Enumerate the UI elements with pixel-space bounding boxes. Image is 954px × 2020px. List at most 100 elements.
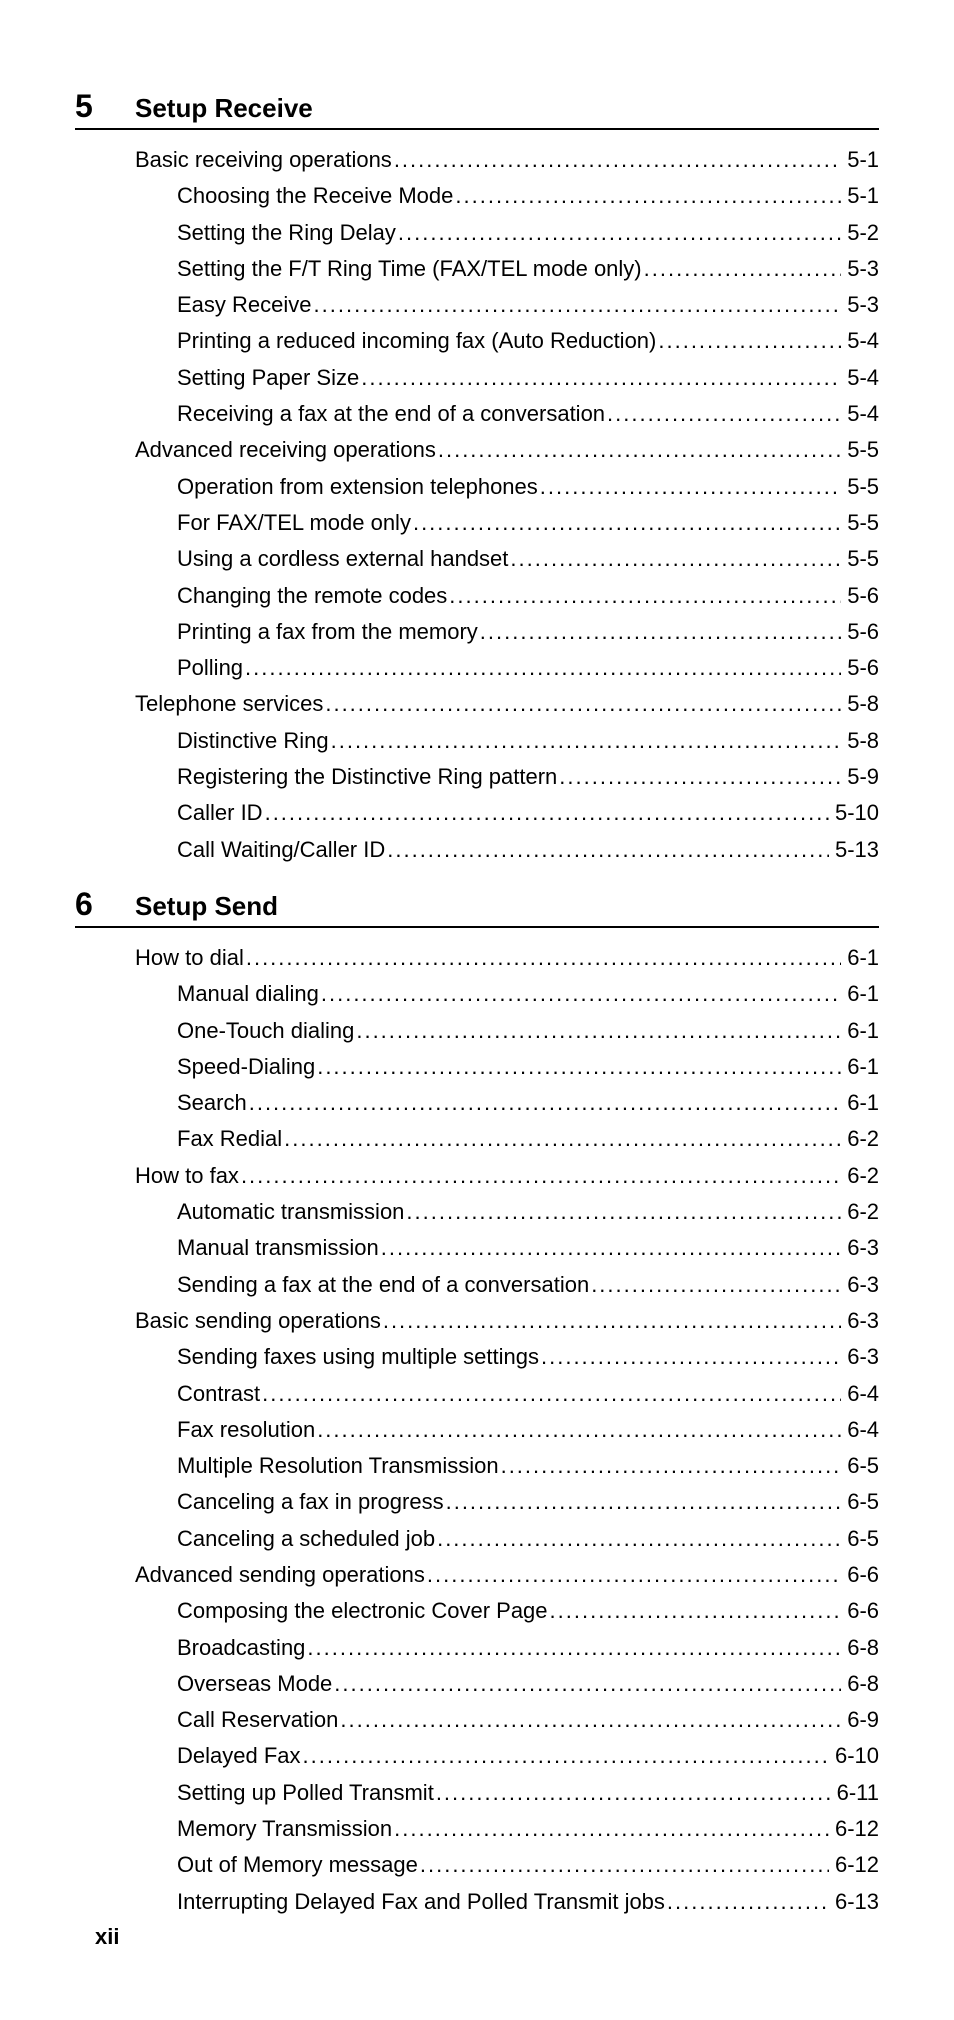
toc-leader-dots bbox=[420, 1847, 829, 1883]
toc-entry-title: Canceling a fax in progress bbox=[135, 1484, 444, 1520]
toc-entry-title: Telephone services bbox=[135, 686, 323, 722]
toc-leader-dots bbox=[550, 1593, 842, 1629]
toc-entry: Multiple Resolution Transmission 6-5 bbox=[135, 1448, 879, 1484]
toc-entry-title: Automatic transmission bbox=[135, 1194, 404, 1230]
toc-entry-page: 5-6 bbox=[843, 614, 879, 650]
toc-entry-title: Basic receiving operations bbox=[135, 142, 392, 178]
toc-entry: Printing a fax from the memory5-6 bbox=[135, 614, 879, 650]
toc-entry: Registering the Distinctive Ring pattern… bbox=[135, 759, 879, 795]
toc-entry: Caller ID 5-10 bbox=[135, 795, 879, 831]
toc-entry-page: 5-4 bbox=[843, 323, 879, 359]
toc-entry: Fax Redial6-2 bbox=[135, 1121, 879, 1157]
toc-entry: Telephone services 5-8 bbox=[135, 686, 879, 722]
toc-leader-dots bbox=[438, 432, 841, 468]
toc-leader-dots bbox=[501, 1448, 842, 1484]
toc-entry-title: Composing the electronic Cover Page bbox=[135, 1593, 548, 1629]
toc-section-number: 5 bbox=[75, 90, 135, 122]
toc-entry: Setting up Polled Transmit6-11 bbox=[135, 1775, 879, 1811]
toc-entry: Setting the Ring Delay 5-2 bbox=[135, 215, 879, 251]
toc-entry-title: Multiple Resolution Transmission bbox=[135, 1448, 499, 1484]
toc-entry-page: 6-4 bbox=[843, 1376, 879, 1412]
toc-entry-page: 5-8 bbox=[843, 723, 879, 759]
toc-entry-title: Contrast bbox=[135, 1376, 260, 1412]
toc-entry-title: Setting the Ring Delay bbox=[135, 215, 396, 251]
toc-section-number: 6 bbox=[75, 888, 135, 920]
toc-entry-title: Basic sending operations bbox=[135, 1303, 381, 1339]
toc-entry-page: 5-8 bbox=[843, 686, 879, 722]
toc-leader-dots bbox=[245, 650, 841, 686]
toc-entry: Sending faxes using multiple settings6-3 bbox=[135, 1339, 879, 1375]
toc-leader-dots bbox=[644, 251, 842, 287]
toc-leader-dots bbox=[340, 1702, 841, 1738]
toc-entry: Polling5-6 bbox=[135, 650, 879, 686]
toc-entries: Basic receiving operations5-1Choosing th… bbox=[75, 142, 879, 868]
toc-entry: Receiving a fax at the end of a conversa… bbox=[135, 396, 879, 432]
toc-leader-dots bbox=[303, 1738, 829, 1774]
toc-entry-page: 5-5 bbox=[843, 541, 879, 577]
toc-leader-dots bbox=[284, 1121, 841, 1157]
toc-entry-page: 6-1 bbox=[843, 940, 879, 976]
toc-entry-title: Setting Paper Size bbox=[135, 360, 359, 396]
toc-entry-page: 5-1 bbox=[843, 142, 879, 178]
toc-entry: Advanced sending operations6-6 bbox=[135, 1557, 879, 1593]
toc-entry-title: Out of Memory message bbox=[135, 1847, 418, 1883]
toc-entry: Changing the remote codes5-6 bbox=[135, 578, 879, 614]
toc-leader-dots bbox=[262, 1376, 841, 1412]
toc-entry: Distinctive Ring 5-8 bbox=[135, 723, 879, 759]
toc-section-title: Setup Send bbox=[135, 893, 278, 919]
toc-entry-page: 5-10 bbox=[831, 795, 879, 831]
toc-section: 6Setup Send How to dial6-1Manual dialing 6… bbox=[75, 888, 879, 1920]
toc-entry-page: 6-8 bbox=[843, 1666, 879, 1702]
toc-entry: Advanced receiving operations5-5 bbox=[135, 432, 879, 468]
toc-entry-page: 6-3 bbox=[843, 1339, 879, 1375]
toc-entry-page: 6-1 bbox=[843, 1085, 879, 1121]
toc-leader-dots bbox=[667, 1884, 829, 1920]
toc-leader-dots bbox=[394, 142, 841, 178]
toc-entry-page: 6-13 bbox=[831, 1884, 879, 1920]
toc-entry-title: Manual dialing bbox=[135, 976, 319, 1012]
toc-entry-page: 6-8 bbox=[843, 1630, 879, 1666]
toc-entry-page: 6-1 bbox=[843, 1013, 879, 1049]
toc-entry: Canceling a scheduled job6-5 bbox=[135, 1521, 879, 1557]
toc-leader-dots bbox=[449, 578, 841, 614]
toc-entry-title: Caller ID bbox=[135, 795, 263, 831]
toc-leader-dots bbox=[427, 1557, 841, 1593]
toc-entry-page: 5-2 bbox=[843, 215, 879, 251]
toc-entry: Sending a fax at the end of a conversati… bbox=[135, 1267, 879, 1303]
toc-entry-title: How to fax bbox=[135, 1158, 239, 1194]
toc-leader-dots bbox=[331, 723, 842, 759]
toc-entry: Overseas Mode6-8 bbox=[135, 1666, 879, 1702]
toc-entry-page: 6-5 bbox=[843, 1521, 879, 1557]
toc-entry: Delayed Fax6-10 bbox=[135, 1738, 879, 1774]
toc-entry-page: 6-3 bbox=[843, 1303, 879, 1339]
toc-entry-title: Interrupting Delayed Fax and Polled Tran… bbox=[135, 1884, 665, 1920]
toc-entry: Operation from extension telephones5-5 bbox=[135, 469, 879, 505]
toc-entry-title: Changing the remote codes bbox=[135, 578, 447, 614]
toc-section-header: 5Setup Receive bbox=[75, 90, 879, 130]
toc-entry-page: 5-4 bbox=[843, 396, 879, 432]
toc-entry: For FAX/TEL mode only5-5 bbox=[135, 505, 879, 541]
toc-entry: Memory Transmission6-12 bbox=[135, 1811, 879, 1847]
toc-entry-title: Fax Redial bbox=[135, 1121, 282, 1157]
toc-leader-dots bbox=[383, 1303, 841, 1339]
toc-entry-page: 5-13 bbox=[831, 832, 879, 868]
toc-entries: How to dial6-1Manual dialing6-1One-Touch… bbox=[75, 940, 879, 1920]
toc-leader-dots bbox=[510, 541, 841, 577]
toc-entry: Automatic transmission6-2 bbox=[135, 1194, 879, 1230]
toc-entry-title: Advanced receiving operations bbox=[135, 432, 436, 468]
toc-entry: Basic sending operations 6-3 bbox=[135, 1303, 879, 1339]
toc-entry-title: Search bbox=[135, 1085, 247, 1121]
toc-entry: Search 6-1 bbox=[135, 1085, 879, 1121]
toc-entry-title: Memory Transmission bbox=[135, 1811, 392, 1847]
toc-entry-page: 6-5 bbox=[843, 1448, 879, 1484]
toc-entry-title: Speed-Dialing bbox=[135, 1049, 315, 1085]
toc-entry: How to dial6-1 bbox=[135, 940, 879, 976]
toc-entry-title: Delayed Fax bbox=[135, 1738, 301, 1774]
toc-entry-title: Distinctive Ring bbox=[135, 723, 329, 759]
toc-leader-dots bbox=[321, 976, 841, 1012]
toc-entry-page: 6-12 bbox=[831, 1847, 879, 1883]
toc-entry-page: 6-6 bbox=[843, 1557, 879, 1593]
toc-entry: How to fax6-2 bbox=[135, 1158, 879, 1194]
toc-entry-title: Printing a reduced incoming fax (Auto Re… bbox=[135, 323, 656, 359]
toc-entry: Contrast 6-4 bbox=[135, 1376, 879, 1412]
